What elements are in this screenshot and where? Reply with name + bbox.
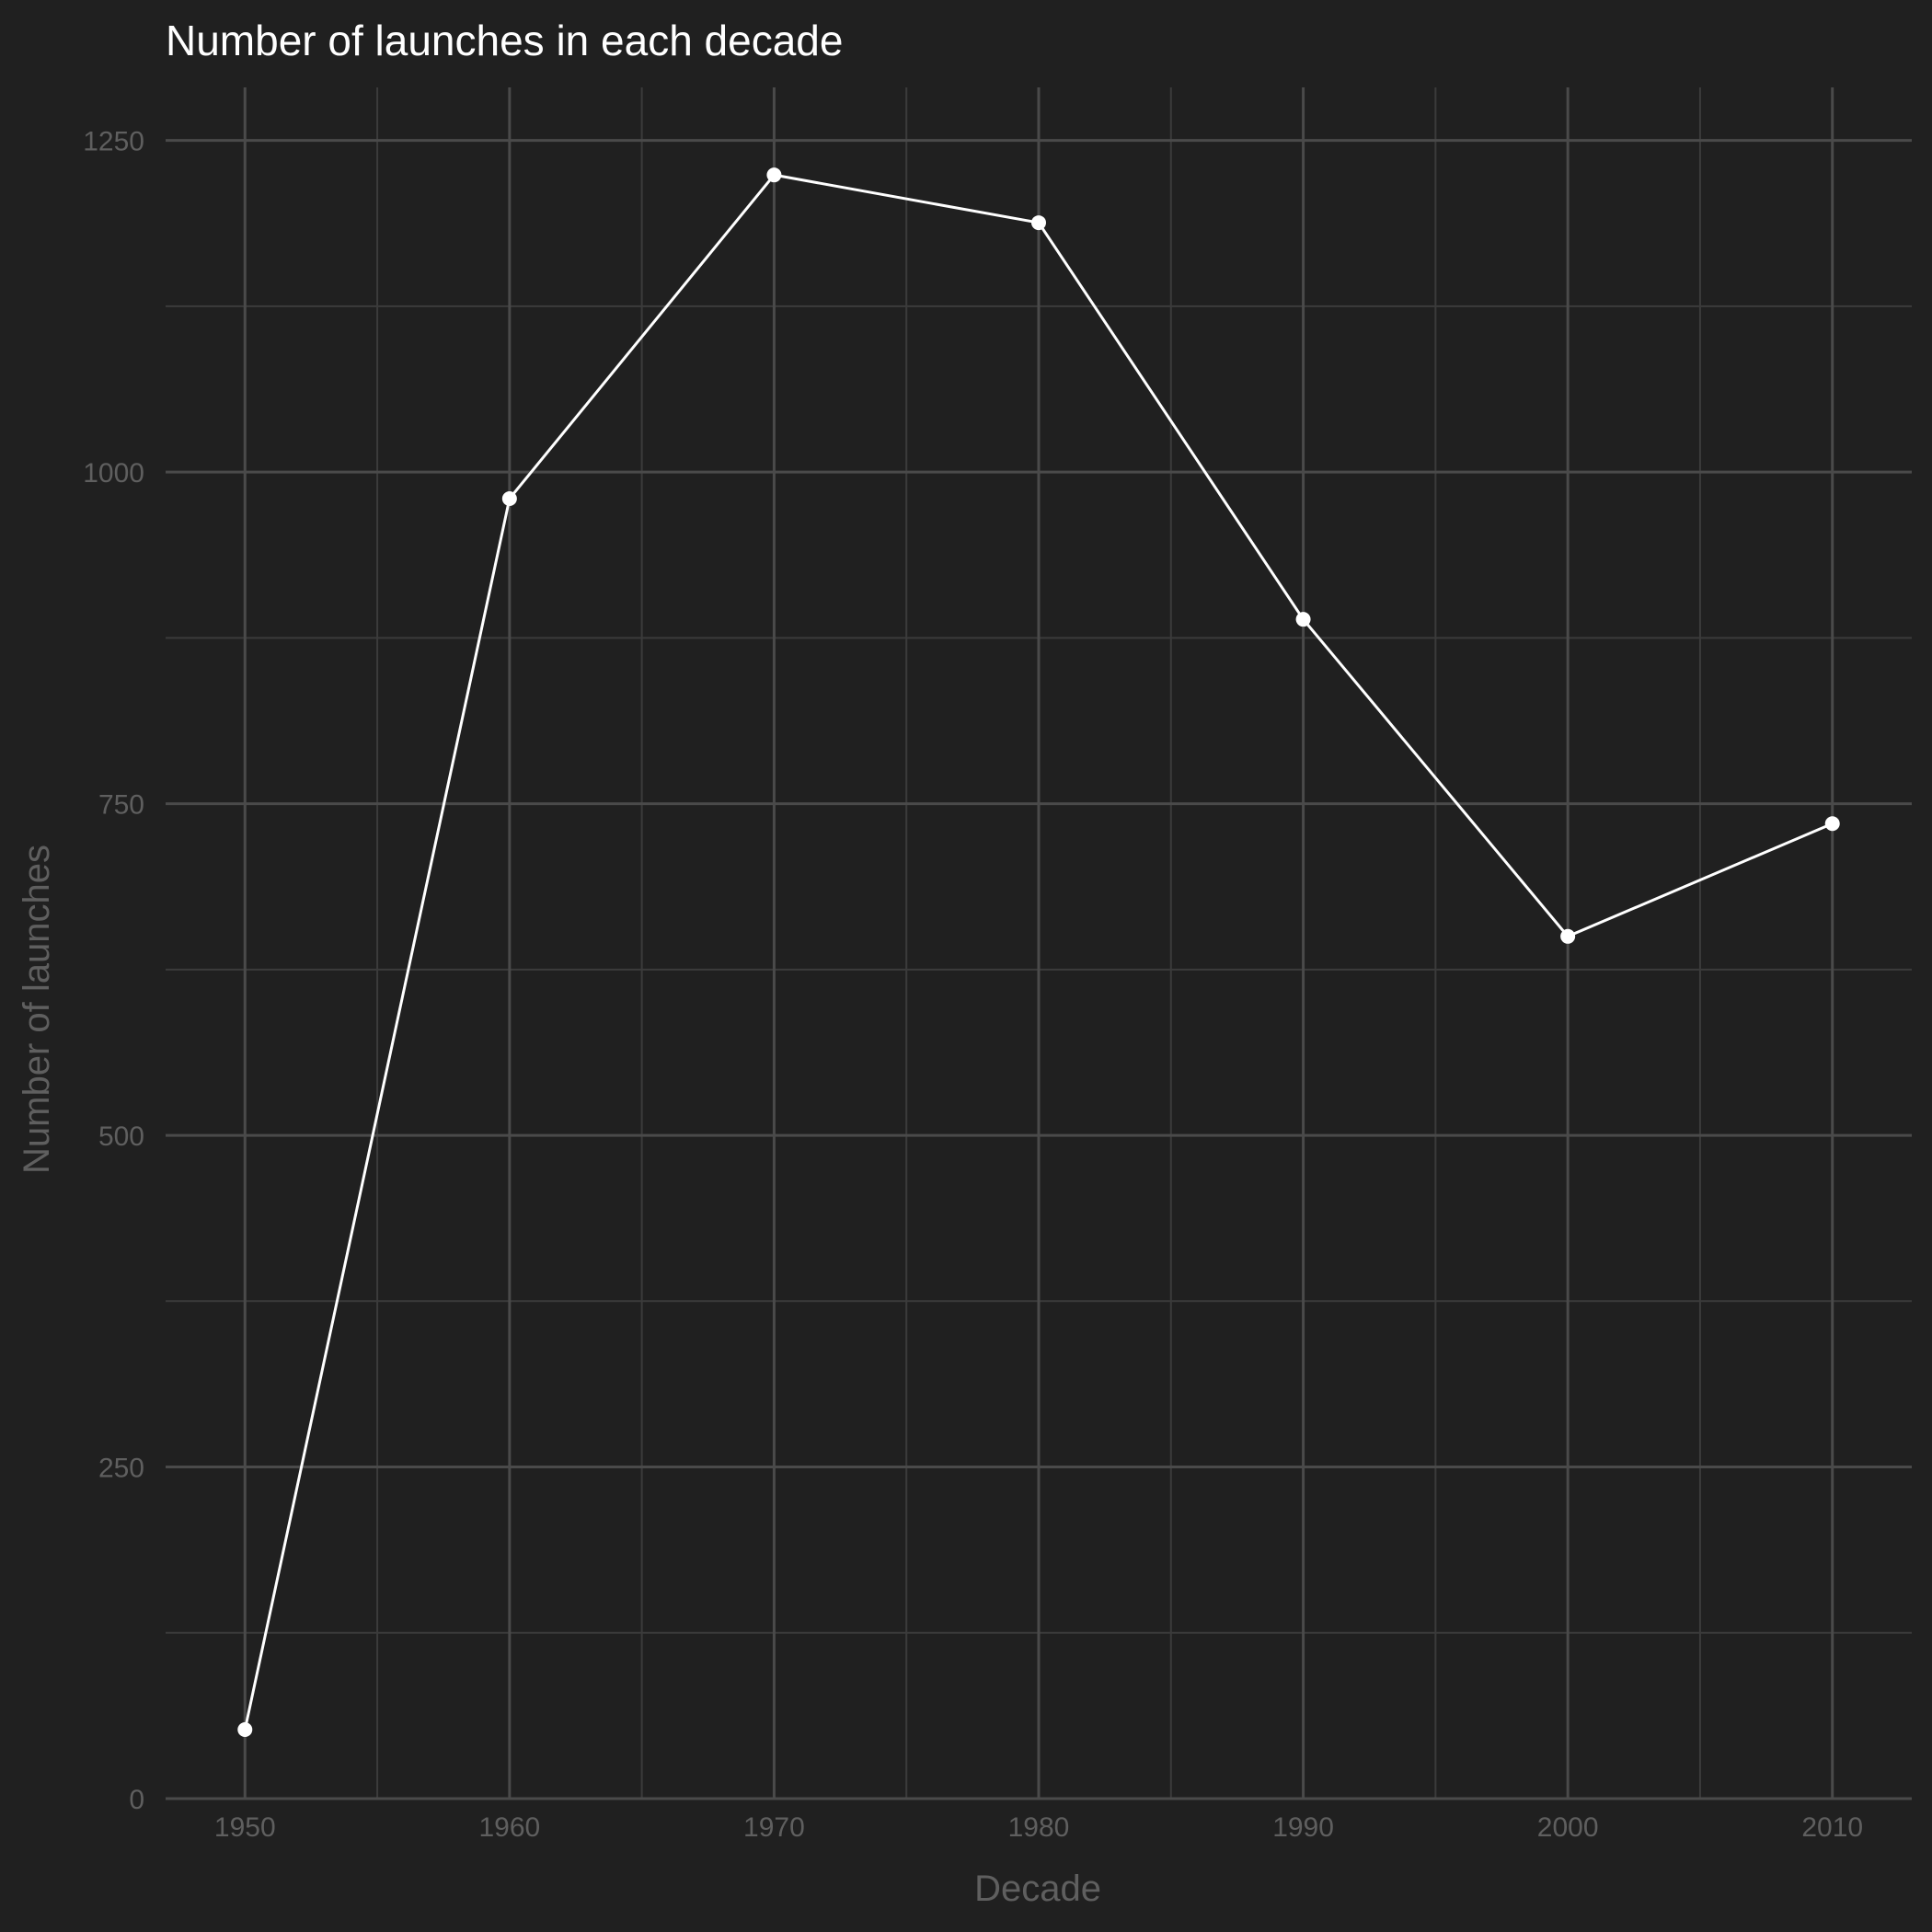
x-axis-title: Decade (974, 1869, 1101, 1909)
x-tick-label: 1950 (214, 1812, 276, 1843)
y-tick-label: 750 (98, 790, 144, 821)
y-axis-tick-labels: 0 250 500 750 1000 1250 (83, 127, 144, 1815)
x-axis-tick-labels: 1950 1960 1970 1980 1990 2000 2010 (214, 1812, 1863, 1843)
x-tick-label: 1970 (743, 1812, 805, 1843)
data-point (1560, 928, 1576, 944)
y-tick-label: 1000 (83, 458, 144, 489)
y-tick-label: 500 (98, 1121, 144, 1152)
data-point (1295, 612, 1311, 627)
chart-title: Number of launches in each decade (166, 17, 843, 64)
data-point (1031, 215, 1046, 231)
y-axis-title: Number of launches (17, 845, 57, 1174)
series-group (237, 167, 1840, 1738)
data-point (237, 1722, 253, 1738)
data-point (501, 490, 517, 506)
y-tick-label: 1250 (83, 127, 144, 157)
data-point (1824, 816, 1840, 832)
x-tick-label: 2000 (1537, 1812, 1599, 1843)
y-tick-label: 0 (129, 1785, 144, 1815)
x-tick-label: 1990 (1272, 1812, 1334, 1843)
major-gridlines (166, 87, 1912, 1800)
y-tick-label: 250 (98, 1454, 144, 1484)
data-point (766, 167, 782, 183)
x-tick-label: 2010 (1801, 1812, 1863, 1843)
x-tick-label: 1960 (478, 1812, 540, 1843)
x-tick-label: 1980 (1008, 1812, 1070, 1843)
